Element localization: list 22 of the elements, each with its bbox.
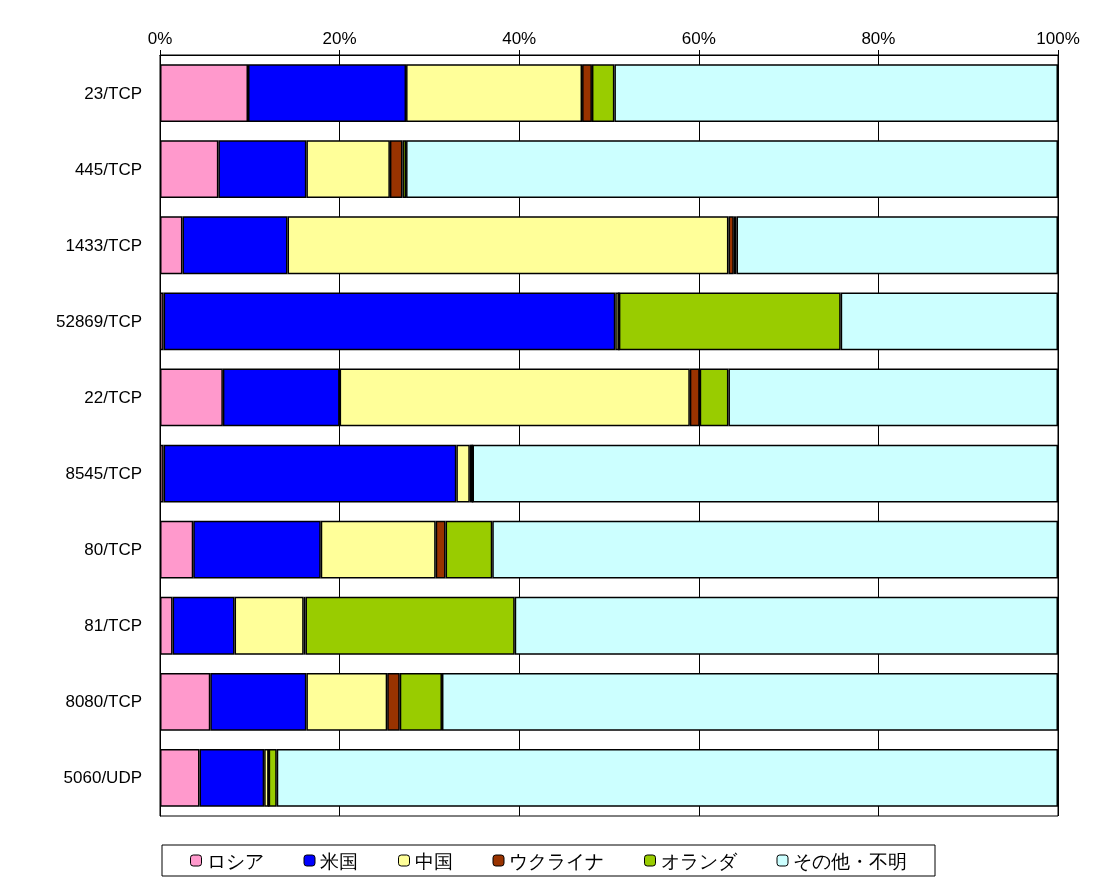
x-tick-label: 40% (502, 29, 537, 48)
y-tick-label: 81/TCP (84, 616, 142, 636)
y-tick-label: 22/TCP (84, 387, 142, 407)
y-tick-label: 445/TCP (74, 159, 142, 179)
y-tick-label: 52869/TCP (56, 311, 142, 331)
x-tick-label: 80% (861, 29, 896, 48)
legend-label: 中国 (414, 849, 453, 872)
legend-label: その他・不明 (793, 849, 907, 872)
y-tick-label: 80/TCP (84, 540, 142, 560)
x-tick-label: 20% (322, 29, 357, 48)
x-tick-label: 100% (1036, 29, 1080, 48)
y-tick-label: 8080/TCP (65, 692, 142, 712)
legend-label: 米国 (320, 849, 358, 872)
y-tick-label: 1433/TCP (65, 235, 142, 255)
y-tick-label: 5060/UDP (63, 768, 142, 788)
legend-label: ロシア (206, 849, 264, 872)
legend-label: ウクライナ (509, 849, 604, 872)
legend-label: オランダ (660, 849, 738, 872)
y-tick-label: 23/TCP (84, 83, 142, 103)
x-tick-label: 0% (147, 29, 173, 48)
x-tick-label: 60% (681, 29, 716, 48)
y-tick-label: 8545/TCP (65, 464, 142, 484)
